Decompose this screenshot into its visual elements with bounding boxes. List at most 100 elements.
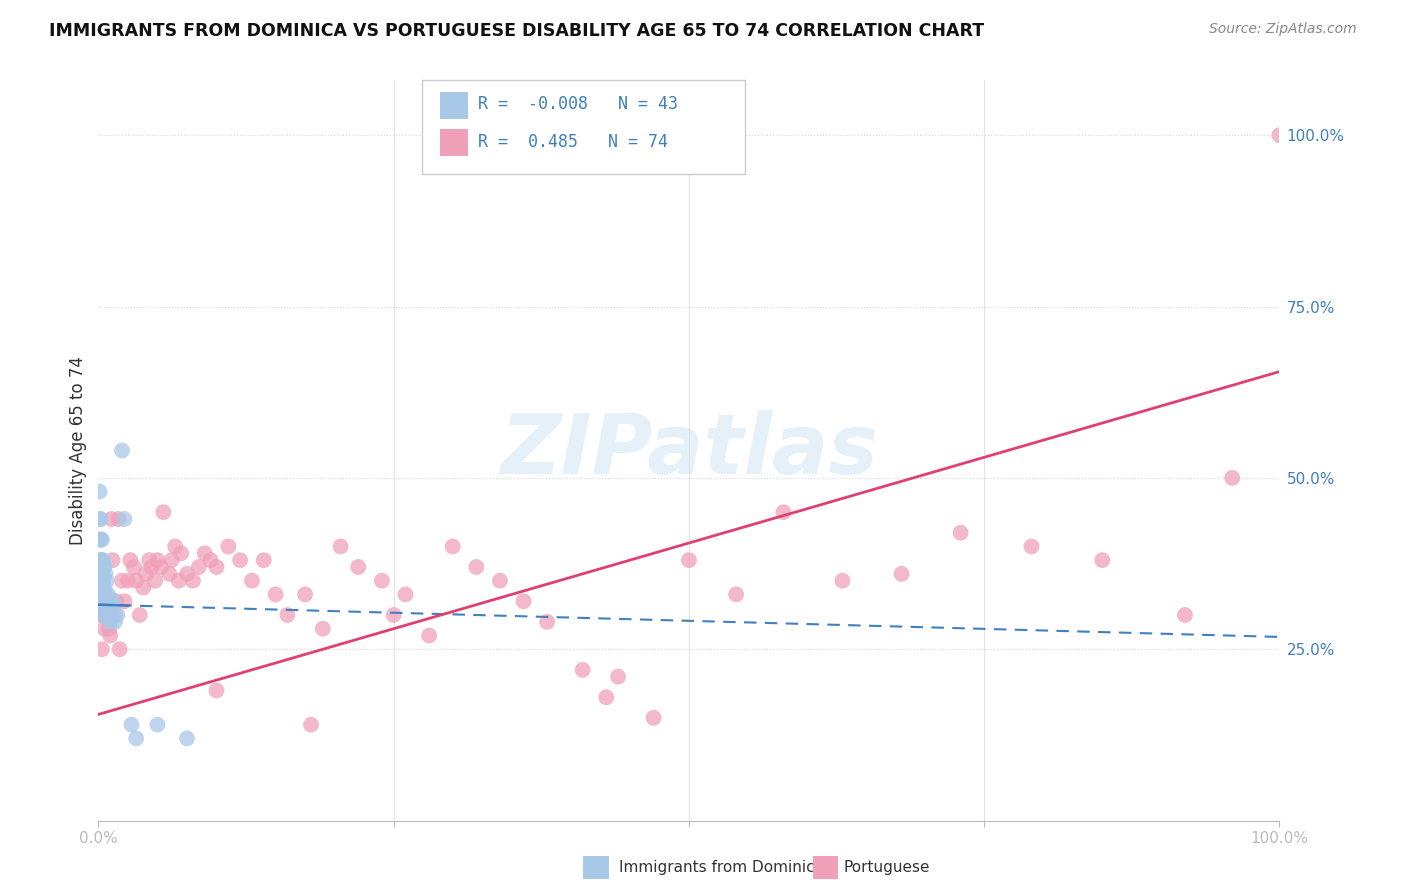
- Point: [678, 553, 700, 567]
- Point: [949, 525, 972, 540]
- Point: [93, 560, 115, 574]
- Point: [217, 540, 239, 554]
- Point: [98, 594, 121, 608]
- Text: ZIPatlas: ZIPatlas: [501, 410, 877, 491]
- Point: [141, 560, 163, 574]
- Point: [96, 594, 118, 608]
- Point: [146, 717, 169, 731]
- Point: [94, 601, 117, 615]
- Point: [100, 512, 122, 526]
- Point: [98, 594, 121, 608]
- Point: [187, 560, 209, 574]
- Point: [643, 711, 665, 725]
- Point: [1091, 553, 1114, 567]
- Point: [107, 512, 129, 526]
- Point: [329, 540, 352, 554]
- Point: [170, 546, 193, 560]
- Point: [890, 566, 912, 581]
- Point: [96, 574, 118, 588]
- Point: [143, 574, 166, 588]
- Point: [465, 560, 488, 574]
- Point: [91, 587, 114, 601]
- Point: [146, 553, 169, 567]
- Point: [194, 546, 217, 560]
- Point: [122, 560, 145, 574]
- Point: [489, 574, 512, 588]
- Point: [205, 560, 228, 574]
- Point: [1174, 607, 1197, 622]
- Point: [200, 553, 222, 567]
- Point: [607, 670, 630, 684]
- Point: [111, 443, 134, 458]
- Point: [91, 553, 114, 567]
- Text: IMMIGRANTS FROM DOMINICA VS PORTUGUESE DISABILITY AGE 65 TO 74 CORRELATION CHART: IMMIGRANTS FROM DOMINICA VS PORTUGUESE D…: [49, 22, 984, 40]
- Point: [418, 628, 440, 642]
- Point: [135, 566, 157, 581]
- Point: [125, 574, 148, 588]
- Text: Source: ZipAtlas.com: Source: ZipAtlas.com: [1209, 22, 1357, 37]
- Point: [89, 484, 111, 499]
- Point: [91, 566, 114, 581]
- Point: [91, 607, 114, 622]
- Point: [240, 574, 263, 588]
- Point: [299, 717, 322, 731]
- Point: [1220, 471, 1243, 485]
- Point: [536, 615, 558, 629]
- Point: [125, 731, 148, 746]
- Point: [312, 622, 335, 636]
- Point: [112, 594, 135, 608]
- Point: [150, 560, 173, 574]
- Point: [96, 594, 118, 608]
- Point: [89, 512, 111, 526]
- Point: [595, 690, 617, 705]
- Point: [571, 663, 593, 677]
- Point: [512, 594, 534, 608]
- Point: [176, 566, 198, 581]
- Point: [101, 601, 124, 615]
- Point: [138, 553, 160, 567]
- Point: [1268, 128, 1291, 142]
- Text: R =  0.485   N = 74: R = 0.485 N = 74: [478, 133, 668, 151]
- Point: [98, 615, 121, 629]
- Point: [96, 607, 118, 622]
- Point: [105, 594, 128, 608]
- Text: Immigrants from Dominica: Immigrants from Dominica: [619, 860, 824, 874]
- Point: [371, 574, 394, 588]
- Point: [441, 540, 464, 554]
- Point: [772, 505, 794, 519]
- Text: Portuguese: Portuguese: [844, 860, 931, 874]
- Point: [104, 607, 127, 622]
- Point: [347, 560, 370, 574]
- Point: [108, 642, 131, 657]
- Point: [205, 683, 228, 698]
- Point: [121, 717, 143, 731]
- Point: [165, 540, 187, 554]
- Point: [91, 642, 114, 657]
- Point: [93, 581, 115, 595]
- Point: [94, 587, 117, 601]
- Point: [229, 553, 252, 567]
- Point: [100, 607, 122, 622]
- Point: [382, 607, 405, 622]
- Point: [111, 574, 134, 588]
- Point: [276, 607, 298, 622]
- Point: [112, 512, 135, 526]
- Point: [91, 574, 114, 588]
- Point: [128, 607, 150, 622]
- Point: [90, 533, 112, 547]
- Point: [97, 587, 120, 601]
- Point: [91, 594, 114, 608]
- Point: [831, 574, 853, 588]
- Point: [167, 574, 190, 588]
- Point: [98, 628, 121, 642]
- Point: [101, 553, 124, 567]
- Point: [91, 533, 114, 547]
- Point: [90, 601, 112, 615]
- Point: [89, 553, 111, 567]
- Point: [152, 505, 174, 519]
- Point: [104, 615, 127, 629]
- Point: [394, 587, 416, 601]
- Point: [264, 587, 287, 601]
- Point: [93, 607, 115, 622]
- Point: [94, 566, 117, 581]
